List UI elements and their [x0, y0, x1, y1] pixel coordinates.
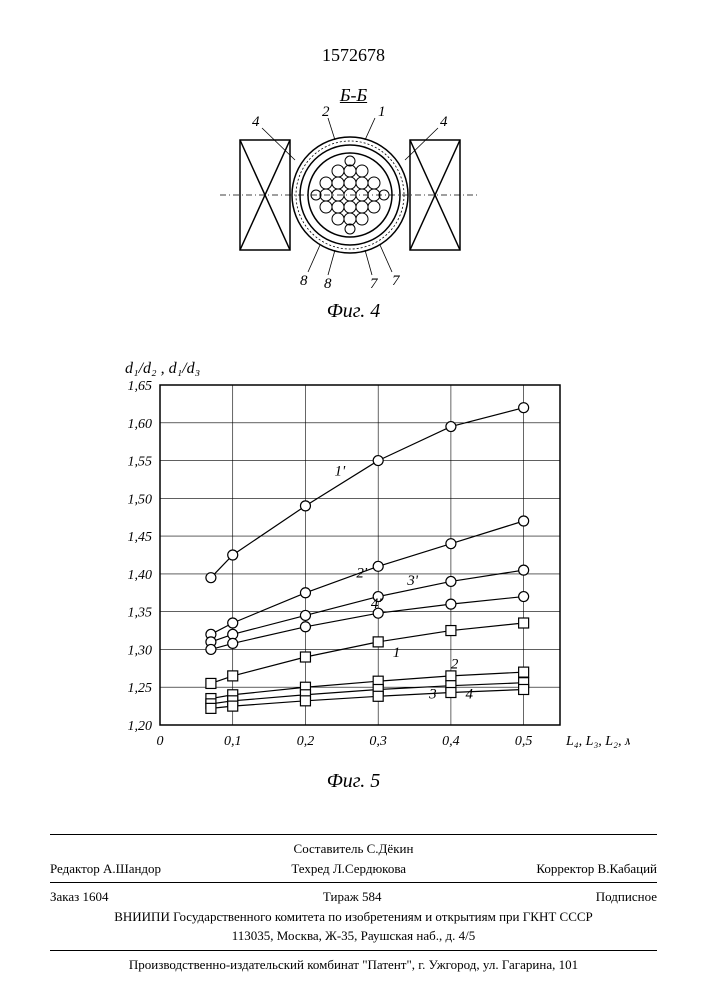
footer-publisher: Производственно-издательский комбинат "П…	[50, 955, 657, 975]
svg-text:1,65: 1,65	[128, 379, 153, 394]
svg-text:1,55: 1,55	[128, 455, 153, 470]
svg-text:4': 4'	[371, 596, 383, 612]
footer-compiler: Составитель С.Дёкин	[50, 839, 657, 859]
svg-text:L₄, L₃, L₂, м: L₄, L₃, L₂, м	[565, 734, 630, 749]
page-number: 1572678	[0, 45, 707, 66]
svg-text:1,60: 1,60	[128, 417, 153, 432]
fig4-label-1: 1	[378, 104, 386, 120]
svg-text:1,20: 1,20	[128, 719, 153, 734]
svg-text:0,5: 0,5	[515, 734, 533, 749]
footer-order: Заказ 1604	[50, 887, 109, 907]
fig4-label-4r: 4	[440, 114, 448, 130]
svg-text:1,25: 1,25	[128, 681, 153, 696]
svg-text:1,45: 1,45	[128, 530, 153, 545]
svg-text:0,3: 0,3	[369, 734, 387, 749]
svg-text:2: 2	[451, 656, 459, 672]
svg-text:1,40: 1,40	[128, 568, 153, 583]
svg-text:1,50: 1,50	[128, 492, 153, 507]
footer-org1: ВНИИПИ Государственного комитета по изоб…	[50, 907, 657, 927]
svg-text:1,30: 1,30	[128, 643, 153, 658]
fig4-caption: Фиг. 4	[0, 300, 707, 323]
svg-text:0,1: 0,1	[224, 734, 242, 749]
footer-org2: 113035, Москва, Ж-35, Раушская наб., д. …	[50, 926, 657, 946]
footer-editor: Редактор А.Шандор	[50, 859, 161, 879]
svg-text:0: 0	[157, 734, 164, 749]
footer-circulation: Тираж 584	[323, 887, 382, 907]
figure-5-chart: 1,20 1,25 1,30 1,35 1,40 1,45 1,50 1,55 1,60 1,65…	[90, 345, 630, 765]
svg-text:3': 3'	[406, 573, 419, 589]
svg-text:1': 1'	[335, 464, 347, 480]
footer-subscription: Подписное	[596, 887, 657, 907]
fig4-label-7l: 7	[370, 276, 379, 292]
svg-text:0,2: 0,2	[297, 734, 315, 749]
svg-text:2': 2'	[356, 566, 368, 582]
footer-tech: Техред Л.Сердюкова	[291, 859, 406, 879]
svg-text:3: 3	[428, 687, 437, 703]
fig4-label-8l: 8	[300, 273, 308, 289]
svg-text:4: 4	[465, 687, 473, 703]
fig5-caption: Фиг. 5	[0, 770, 707, 793]
svg-text:1,35: 1,35	[128, 606, 153, 621]
svg-text:1: 1	[393, 645, 401, 661]
svg-text:d₁/d₂ , d₁/d₃: d₁/d₂ , d₁/d₃	[125, 360, 200, 377]
fig4-label-2: 2	[322, 104, 330, 120]
footer-block: Составитель С.Дёкин Редактор А.Шандор Те…	[50, 830, 657, 974]
svg-text:0,4: 0,4	[442, 734, 460, 749]
fig4-label-8r: 8	[324, 276, 332, 292]
footer-corrector: Корректор В.Кабаций	[536, 859, 657, 879]
figure-4: 2 1 4 4 8 8 7 7	[200, 100, 500, 300]
fig4-label-7r: 7	[392, 273, 401, 289]
fig4-label-4l: 4	[252, 114, 260, 130]
